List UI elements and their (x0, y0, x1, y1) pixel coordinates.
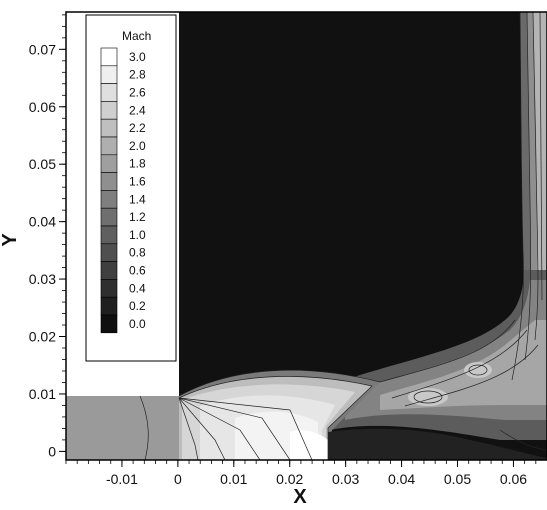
x-tick-label: -0.01 (106, 471, 138, 487)
legend-swatch (100, 101, 118, 120)
legend-swatch (100, 154, 118, 173)
legend-level-label: 1.8 (129, 157, 146, 171)
legend-level-label: 0.2 (129, 299, 146, 313)
vortex-cell-b (464, 362, 492, 378)
x-tick-label: 0.04 (388, 471, 415, 487)
x-axis-minor-ticks (65, 460, 537, 464)
legend-swatch (100, 83, 118, 102)
legend-swatch (100, 118, 118, 138)
y-tick-label: 0 (48, 443, 56, 459)
x-axis-ticks: -0.01 0 0.01 0.02 0.03 0.04 0.05 0.06 (106, 460, 527, 487)
legend-swatch (100, 225, 118, 245)
legend-level-label: 2.0 (129, 139, 146, 153)
legend-swatches: 3.0 2.8 2.6 2.4 2.2 2.0 1.8 1.6 1.4 1.2 1.0 0.8 0.6 0… (100, 47, 146, 334)
legend-level-label: 2.2 (129, 121, 146, 135)
wake-region (328, 428, 547, 460)
x-tick-label: 0.01 (220, 471, 247, 487)
y-tick-label: 0.03 (29, 271, 56, 287)
y-tick-label: 0.04 (29, 214, 56, 230)
x-axis-title: X (293, 486, 307, 508)
legend-swatch (100, 261, 118, 280)
legend: Mach 3.0 2.8 2.6 2.4 2.2 2.0 1.8 1.6 1.4 1.2 1.0 0.… (85, 14, 177, 362)
legend-swatch (100, 190, 118, 209)
inlet-flow-region (66, 396, 179, 460)
legend-level-label: 2.4 (129, 103, 146, 117)
y-tick-label: 0.05 (29, 156, 56, 172)
legend-level-label: 1.6 (129, 175, 146, 189)
y-tick-label: 0.06 (29, 99, 56, 115)
legend-level-label: 1.0 (129, 228, 146, 242)
legend-level-label: 3.0 (129, 50, 146, 64)
legend-swatch (100, 136, 118, 156)
legend-level-label: 2.8 (129, 68, 146, 82)
legend-swatch (100, 65, 118, 84)
contour-lines (139, 12, 547, 460)
plot-frame (65, 11, 547, 461)
legend-level-label: 1.4 (129, 192, 146, 206)
x-tick-label: 0 (174, 471, 182, 487)
legend-level-label: 0.4 (129, 281, 146, 295)
y-axis-title: Y (0, 233, 21, 247)
x-tick-label: 0.06 (500, 471, 527, 487)
legend-swatch (100, 296, 118, 316)
turning-region-inner (380, 320, 547, 410)
x-tick-label: 0.02 (276, 471, 303, 487)
y-axis-minor-ticks (62, 14, 66, 452)
x-tick-label: 0.03 (332, 471, 359, 487)
legend-title: Mach (122, 29, 151, 43)
jet-max-mach (290, 430, 328, 460)
legend-swatch (100, 314, 118, 334)
legend-level-label: 1.2 (129, 210, 146, 224)
legend-level-label: 0.6 (129, 264, 146, 278)
wall-jet-inner (533, 12, 547, 340)
y-tick-label: 0.02 (29, 329, 56, 345)
legend-level-label: 0.0 (129, 317, 146, 331)
y-tick-label: 0.01 (29, 386, 56, 402)
y-axis-ticks: 0 0.01 0.02 0.03 0.04 0.05 0.06 0.07 (29, 41, 66, 459)
legend-level-label: 2.6 (129, 86, 146, 100)
legend-level-label: 0.8 (129, 246, 146, 260)
x-tick-label: 0.05 (444, 471, 471, 487)
legend-swatch (100, 243, 118, 262)
legend-swatch (100, 172, 118, 191)
legend-swatch (100, 47, 118, 67)
legend-swatch (100, 279, 118, 298)
legend-swatch (100, 207, 118, 227)
y-tick-label: 0.07 (29, 41, 56, 57)
